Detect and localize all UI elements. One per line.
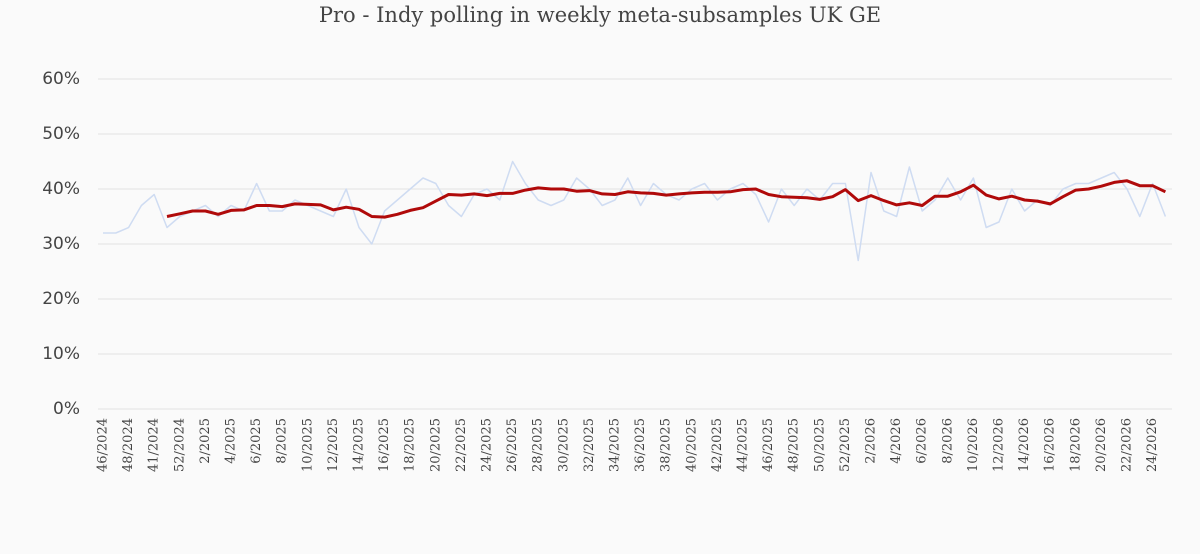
x-tick-label: 22/2025	[454, 418, 469, 472]
x-tick-label: 12/2026	[992, 418, 1007, 472]
x-tick-label: 24/2025	[480, 418, 495, 472]
x-tick-label: 20/2025	[428, 418, 443, 472]
x-tick-label: 28/2025	[531, 418, 546, 472]
x-tick-label: 36/2025	[633, 418, 648, 472]
x-tick-label: 48/2024	[121, 418, 136, 472]
x-tick-label: 12/2025	[326, 418, 341, 472]
x-tick-label: 6/2026	[915, 418, 930, 464]
x-tick-label: 52/2024	[172, 418, 187, 472]
x-tick-label: 20/2026	[1094, 418, 1109, 472]
y-tick-label: 40%	[42, 179, 80, 199]
x-tick-label: 16/2025	[377, 418, 392, 472]
y-tick-label: 0%	[53, 399, 80, 419]
y-tick-label: 10%	[42, 344, 80, 364]
x-tick-label: 32/2025	[582, 418, 597, 472]
x-tick-label: 46/2024	[96, 418, 111, 472]
x-tick-label: 40/2025	[684, 418, 699, 472]
x-tick-label: 14/2026	[1017, 418, 1032, 472]
y-tick-label: 60%	[42, 69, 80, 89]
x-tick-label: 6/2025	[249, 418, 264, 464]
x-tick-label: 46/2025	[761, 418, 776, 472]
series-line	[166, 179, 1167, 219]
y-tick-label: 20%	[42, 289, 80, 309]
y-tick-label: 50%	[42, 124, 80, 144]
x-tick-label: 50/2025	[812, 418, 827, 472]
x-tick-label: 10/2025	[300, 418, 315, 472]
x-tick-label: 14/2025	[352, 418, 367, 472]
x-tick-label: 52/2025	[838, 418, 853, 472]
y-tick-label: 30%	[42, 234, 80, 254]
x-tick-label: 42/2025	[710, 418, 725, 472]
x-tick-label: 2/2026	[864, 418, 879, 464]
x-tick-label: 24/2026	[1145, 418, 1160, 472]
x-tick-label: 4/2025	[224, 418, 239, 464]
x-tick-label: 48/2025	[787, 418, 802, 472]
x-tick-label: 8/2025	[275, 418, 290, 464]
x-tick-label: 41/2024	[147, 418, 162, 472]
x-tick-label: 18/2026	[1068, 418, 1083, 472]
chart-title: Pro - Indy polling in weekly meta-subsam…	[319, 3, 881, 27]
x-tick-label: 34/2025	[608, 418, 623, 472]
x-tick-label: 26/2025	[505, 418, 520, 472]
x-tick-label: 44/2025	[736, 418, 751, 472]
x-tick-label: 22/2026	[1120, 418, 1135, 472]
x-tick-label: 38/2025	[659, 418, 674, 472]
x-tick-label: 16/2026	[1043, 418, 1058, 472]
x-tick-label: 30/2025	[556, 418, 571, 472]
x-tick-label: 18/2025	[403, 418, 418, 472]
x-tick-label: 10/2026	[966, 418, 981, 472]
x-tick-label: 4/2026	[889, 418, 904, 464]
x-tick-label: 2/2025	[198, 418, 213, 464]
x-tick-label: 8/2026	[940, 418, 955, 464]
